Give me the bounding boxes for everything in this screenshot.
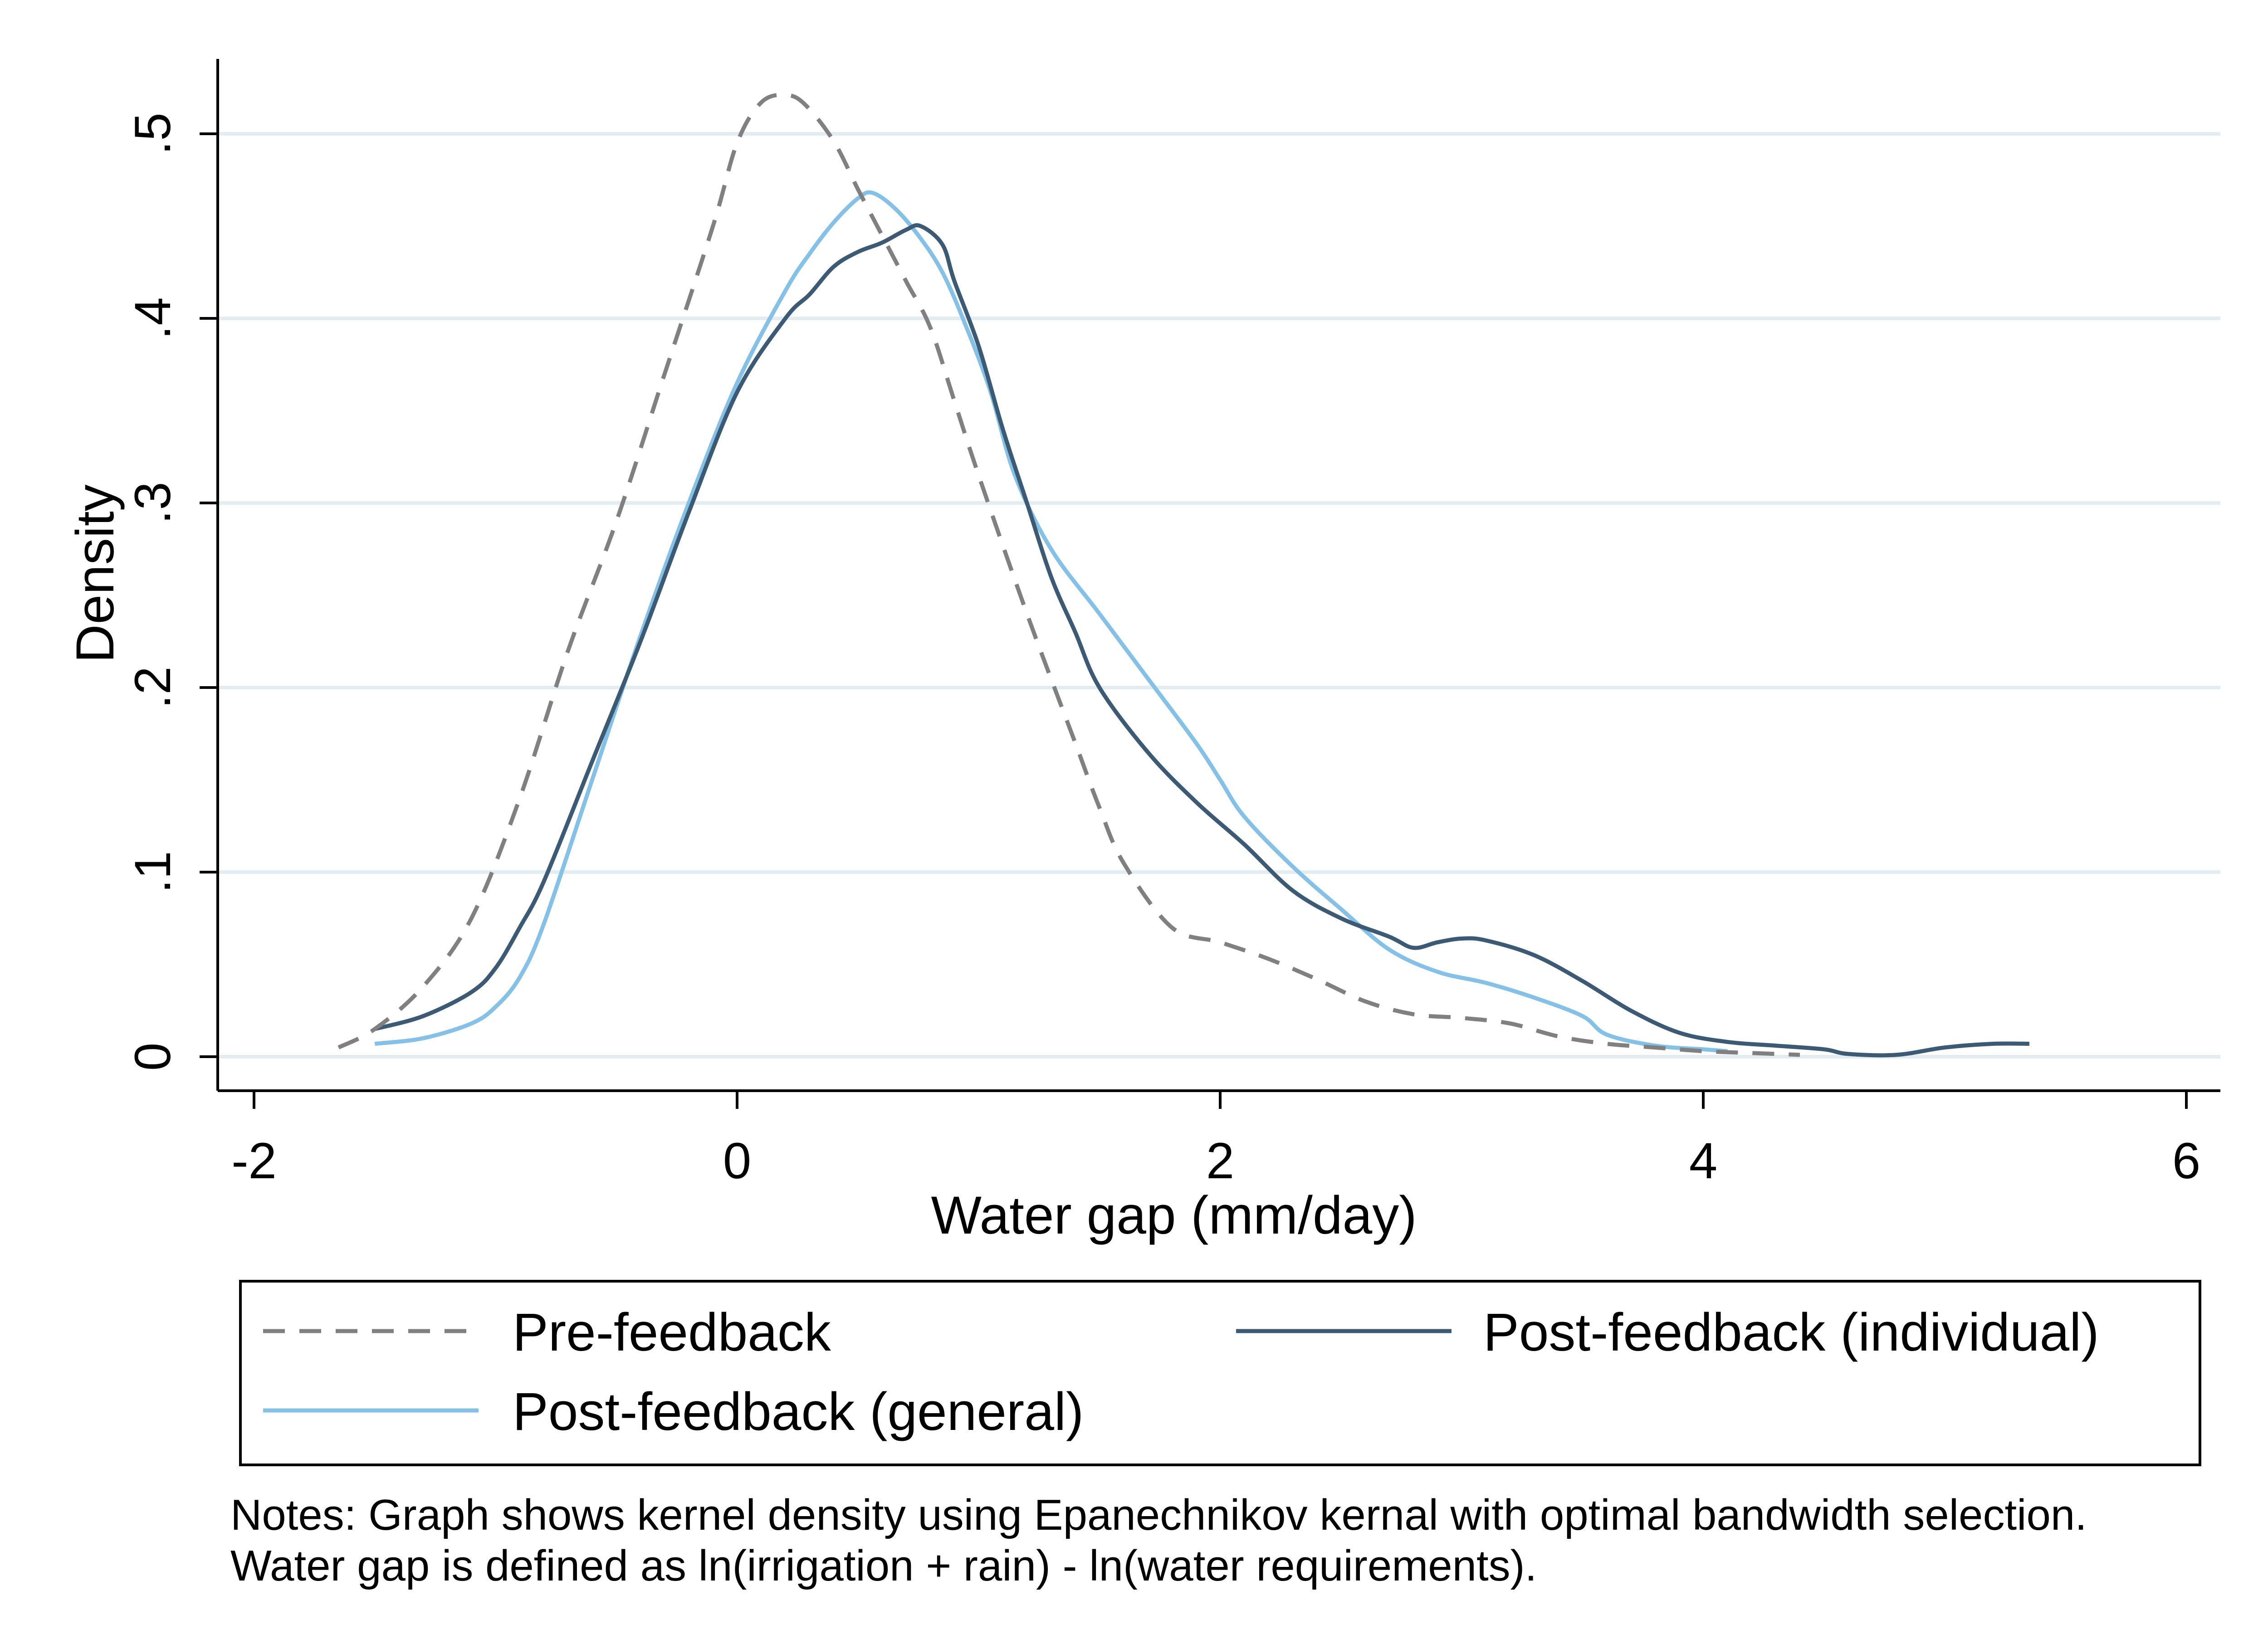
legend-label-post-general: Post-feedback (general)	[513, 1382, 1084, 1442]
gridlines	[219, 132, 2220, 1059]
legend-label-pre-feedback: Pre-feedback	[513, 1303, 831, 1362]
y-tick-label-3: .3	[124, 482, 181, 524]
ticks: 0 .1 .2 .3 .4 .5 -2 0 2 4 6	[124, 112, 2200, 1189]
legend: Pre-feedback Post-feedback (individual) …	[239, 1280, 2201, 1466]
y-tick-label-1: .1	[124, 851, 181, 893]
axes	[216, 59, 2220, 1092]
y-axis-title: Density	[65, 484, 125, 663]
y-tick-label-4: .4	[124, 297, 181, 339]
legend-box	[239, 1280, 2201, 1466]
y-tick-label-2: .2	[124, 666, 181, 708]
x-axis-title: Water gap (mm/day)	[931, 1186, 1417, 1245]
series-lines	[337, 93, 2029, 1058]
y-tick-label-0: 0	[124, 1043, 181, 1071]
series-line-post-feedback-individual	[374, 223, 2029, 1058]
series-line-pre-feedback	[337, 93, 1800, 1057]
chart-notes: Notes: Graph shows kernel density using …	[230, 1490, 2249, 1591]
x-tick-label-0: -2	[231, 1132, 277, 1189]
notes-line-2: Water gap is defined as ln(irrigation + …	[230, 1542, 1537, 1590]
x-tick-label-4: 6	[2172, 1132, 2200, 1189]
y-tick-label-5: .5	[124, 112, 181, 155]
legend-label-post-individual: Post-feedback (individual)	[1483, 1303, 2099, 1362]
series-line-post-feedback-general	[374, 190, 1728, 1054]
x-tick-label-3: 4	[1689, 1132, 1717, 1189]
x-tick-label-1: 0	[723, 1132, 751, 1189]
notes-line-1: Notes: Graph shows kernel density using …	[230, 1491, 2087, 1539]
x-tick-label-2: 2	[1206, 1132, 1234, 1189]
